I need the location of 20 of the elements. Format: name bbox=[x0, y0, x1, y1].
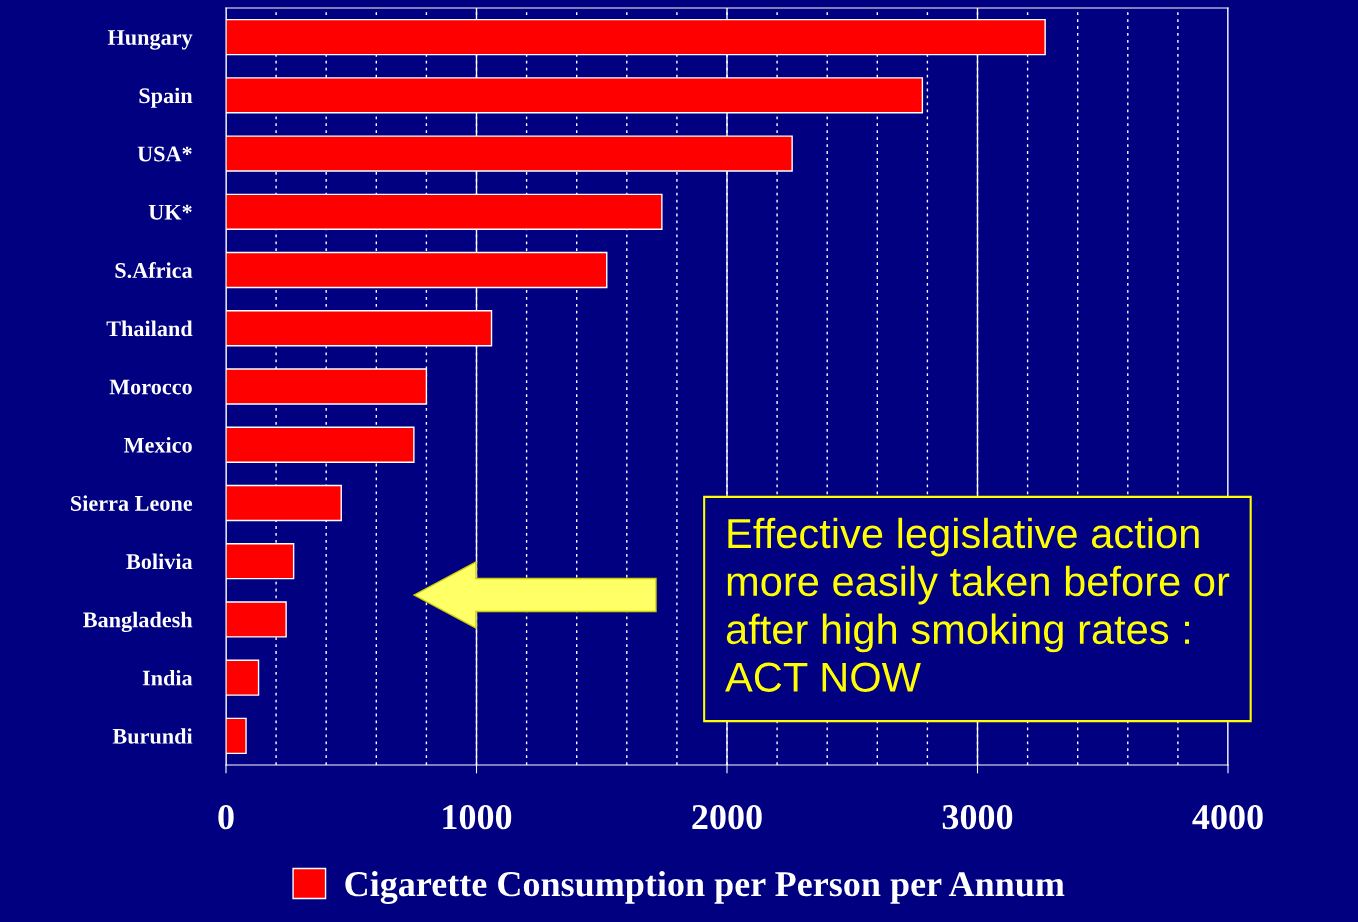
y-tick-label: USA* bbox=[137, 146, 192, 162]
y-tick-label: Bangladesh bbox=[83, 611, 193, 633]
x-tick-label: 1000 bbox=[443, 804, 512, 830]
y-tick-label: Thailand bbox=[106, 320, 193, 337]
y-tick-label: India bbox=[142, 669, 193, 686]
y-tick-label: Burundi bbox=[112, 728, 193, 744]
annotation: Effective legislative action more easily taken before or after high smoking rates : ACT NOW bbox=[725, 517, 1230, 693]
y-tick-label: Mexico bbox=[123, 437, 192, 453]
x-tick-label: 4000 bbox=[1192, 804, 1263, 830]
legend-label: Cigarette Consumption per Person per Annum bbox=[345, 870, 1065, 904]
y-tick-label: Bolivia bbox=[126, 553, 193, 570]
x-tick-label: 3000 bbox=[942, 804, 1013, 830]
y-tick-label: Sierra Leone bbox=[71, 495, 193, 511]
x-tick-label: 0 bbox=[218, 804, 234, 830]
y-tick-label: Morocco bbox=[109, 379, 192, 395]
x-tick-label: 2000 bbox=[692, 804, 762, 830]
y-tick-label: Hungary bbox=[107, 30, 193, 50]
y-tick-label: Spain bbox=[139, 87, 193, 108]
y-tick-label: S.Africa bbox=[115, 262, 193, 279]
y-tick-label: UK* bbox=[148, 204, 192, 220]
